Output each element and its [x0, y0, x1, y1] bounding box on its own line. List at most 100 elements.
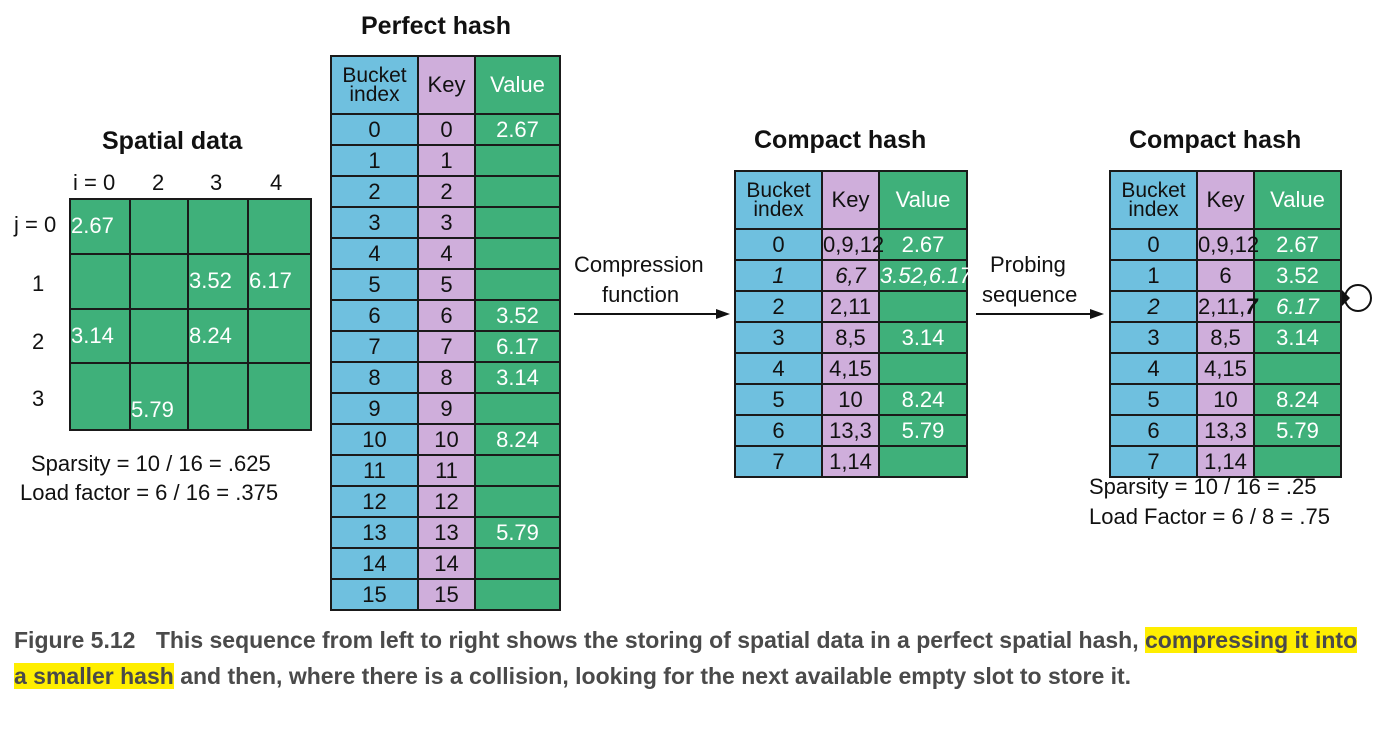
- value-cell: 2.67: [1253, 228, 1342, 261]
- key-cell: 13,3: [1196, 414, 1255, 447]
- spatial-cell: 3.14: [69, 307, 131, 365]
- spatial-cell: [187, 362, 249, 431]
- bucket-index-cell: 1: [734, 259, 823, 292]
- probing-label: Probing: [990, 252, 1066, 277]
- spatial-col-header: i = 0: [73, 170, 116, 195]
- value-cell: [474, 547, 561, 580]
- value-cell: 5.79: [474, 516, 561, 549]
- compact-hash-table: Bucket index Key Value 0 0,9,12 2.67 1 6,7 3.…: [734, 170, 972, 478]
- perfect-hash-bucket-header: Bucket index: [330, 55, 419, 115]
- bucket-index-cell: 7: [1109, 445, 1198, 478]
- spatial-cell: [129, 252, 189, 310]
- compact-hash-probed-bucket-header: Bucket index: [1109, 170, 1198, 230]
- bucket-index-cell: 11: [330, 454, 419, 487]
- value-cell: [474, 268, 561, 301]
- value-cell: 3.14: [1253, 321, 1342, 354]
- compact-hash-probed-table: Bucket index Key Value 0 0,9,12 2.67 1 6 3.52…: [1109, 170, 1342, 478]
- key-cell: 8,5: [821, 321, 880, 354]
- spatial-cell: [247, 362, 312, 431]
- compression-label: Compression: [574, 252, 704, 277]
- key-cell: 1: [417, 144, 476, 177]
- bucket-index-cell: 8: [330, 361, 419, 394]
- bucket-index-cell: 14: [330, 547, 419, 580]
- bucket-index-cell: 9: [330, 392, 419, 425]
- caption-text-end: and then, where there is a collision, lo…: [180, 663, 1132, 689]
- key-cell: 15: [417, 578, 476, 611]
- key-cell: 10: [1196, 383, 1255, 416]
- bucket-index-cell: 3: [734, 321, 823, 354]
- spatial-cell: [129, 198, 189, 255]
- value-cell: [1253, 352, 1342, 385]
- value-cell: 5.79: [1253, 414, 1342, 447]
- compact-sparsity: Sparsity = 10 / 16 = .25: [1089, 474, 1317, 499]
- spatial-cell: 8.24: [187, 307, 249, 365]
- value-cell: [878, 352, 968, 385]
- compact-hash-probed-title: Compact hash: [1129, 126, 1302, 154]
- key-cell: 2,11: [821, 290, 880, 323]
- bucket-index-cell: 10: [330, 423, 419, 456]
- key-cell: 7: [417, 330, 476, 363]
- key-cell: 8: [417, 361, 476, 394]
- key-cell: 0: [417, 113, 476, 146]
- compact-hash-probed-value-header: Value: [1253, 170, 1342, 230]
- probing-arrow: [976, 309, 1104, 319]
- key-cell: 10: [417, 423, 476, 456]
- bucket-index-cell: 4: [734, 352, 823, 385]
- bucket-index-cell: 0: [330, 113, 419, 146]
- perfect-hash-key-header: Key: [417, 55, 476, 115]
- value-cell: 5.79: [878, 414, 968, 447]
- bucket-index-cell: 0: [1109, 228, 1198, 261]
- value-cell: 3.14: [474, 361, 561, 394]
- value-cell: 6.17: [1253, 290, 1342, 323]
- value-cell: 8.24: [1253, 383, 1342, 416]
- bucket-index-cell: 4: [330, 237, 419, 270]
- key-cell: 3: [417, 206, 476, 239]
- key-cell: 1,14: [821, 445, 880, 478]
- key-cell: 4: [417, 237, 476, 270]
- spatial-cell: 6.17: [247, 252, 312, 310]
- bucket-index-cell: 15: [330, 578, 419, 611]
- compact-hash-probed-key-header: Key: [1196, 170, 1255, 230]
- bucket-index-cell: 7: [734, 445, 823, 478]
- key-cell: 4,15: [1196, 352, 1255, 385]
- value-cell: [878, 290, 968, 323]
- spatial-cell: [247, 198, 312, 255]
- key-cell: 6: [417, 299, 476, 332]
- probed-key-highlight: 7: [1245, 293, 1258, 319]
- spatial-col-header: 4: [270, 170, 283, 195]
- key-cell: 0,9,12: [1196, 228, 1259, 261]
- spatial-row-header: 2: [32, 329, 45, 354]
- spatial-sparsity: Sparsity = 10 / 16 = .625: [31, 451, 271, 476]
- perfect-hash-title: Perfect hash: [361, 12, 512, 40]
- probe-loop-arrow-icon: [1342, 284, 1372, 312]
- spatial-cell: [69, 362, 131, 431]
- value-cell: [474, 578, 561, 611]
- key-cell: 11: [417, 454, 476, 487]
- bucket-index-cell: 1: [1109, 259, 1198, 292]
- bucket-index-cell: 1: [330, 144, 419, 177]
- value-cell: 2.67: [474, 113, 561, 146]
- value-cell: 6.17: [474, 330, 561, 363]
- key-cell: 1,14: [1196, 445, 1255, 478]
- key-cell: 2: [417, 175, 476, 208]
- value-cell: 3.52,6.17: [878, 259, 972, 292]
- spatial-cell: 3.52: [187, 252, 249, 310]
- value-cell: [878, 445, 968, 478]
- value-cell: [474, 485, 561, 518]
- spatial-cell: [129, 307, 189, 365]
- key-cell: 14: [417, 547, 476, 580]
- value-cell: [1253, 445, 1342, 478]
- bucket-index-cell: 12: [330, 485, 419, 518]
- compression-label-2: function: [602, 282, 680, 307]
- key-cell: 13,3: [821, 414, 880, 447]
- key-cell: 6: [1196, 259, 1255, 292]
- value-cell: [474, 175, 561, 208]
- compression-arrow: [574, 309, 730, 319]
- value-cell: [474, 144, 561, 177]
- caption-text: This sequence from left to right shows t…: [155, 627, 1139, 653]
- spatial-row-header: 3: [32, 386, 45, 411]
- bucket-index-cell: 6: [734, 414, 823, 447]
- spatial-col-header: 2: [152, 170, 165, 195]
- bucket-index-cell: 5: [330, 268, 419, 301]
- bucket-index-cell: 2: [1109, 290, 1198, 323]
